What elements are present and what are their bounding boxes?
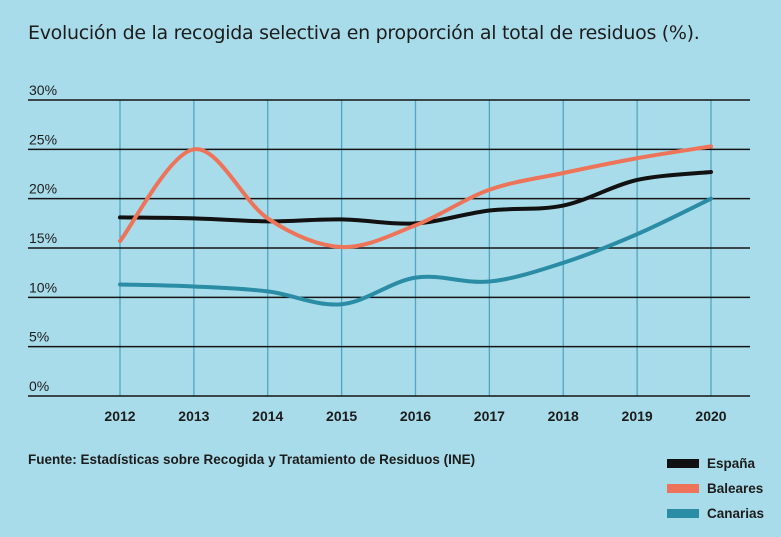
series-line-canarias: [118, 196, 713, 307]
x-tick-label: 2012: [104, 408, 135, 424]
x-tick-label: 2017: [474, 408, 505, 424]
legend-item: Canarias: [667, 501, 777, 526]
series-lines: [118, 144, 713, 307]
source-note: Fuente: Estadísticas sobre Recogida y Tr…: [28, 452, 476, 467]
x-tick-label: 2014: [252, 408, 283, 424]
x-axis-ticks: 2012 2013 2014 2015 2016 2017 2018 2019 2020: [104, 408, 726, 424]
y-tick-label: 5%: [29, 329, 49, 345]
x-tick-label: 2015: [326, 408, 357, 424]
chart-title: Evolución de la recogida selectiva en pr…: [28, 22, 700, 44]
legend-swatch: [667, 484, 699, 493]
y-tick-label: 20%: [29, 181, 57, 197]
line-chart: 0% 5% 10% 15% 20% 25% 30% 2012 2013 2014 2015 2016…: [28, 82, 750, 424]
x-tick-label: 2019: [622, 408, 653, 424]
legend-swatch: [667, 509, 699, 518]
grid: [28, 99, 750, 397]
y-tick-label: 30%: [29, 82, 57, 98]
y-tick-label: 25%: [29, 131, 57, 147]
legend: España Baleares Canarias: [667, 451, 777, 526]
x-tick-label: 2018: [548, 408, 579, 424]
x-tick-label: 2016: [400, 408, 431, 424]
y-axis-ticks: 0% 5% 10% 15% 20% 25% 30%: [29, 82, 57, 394]
legend-item: España: [667, 451, 777, 476]
y-tick-label: 0%: [29, 378, 49, 394]
series-line-baleares: [118, 144, 713, 250]
x-tick-label: 2020: [695, 408, 726, 424]
legend-item: Baleares: [667, 476, 777, 501]
legend-label: Canarias: [707, 506, 765, 521]
legend-swatch: [667, 459, 699, 468]
x-tick-label: 2013: [178, 408, 209, 424]
legend-label: España: [707, 456, 756, 471]
y-tick-label: 10%: [29, 279, 57, 295]
legend-label: Baleares: [707, 481, 764, 496]
y-tick-label: 15%: [29, 230, 57, 246]
